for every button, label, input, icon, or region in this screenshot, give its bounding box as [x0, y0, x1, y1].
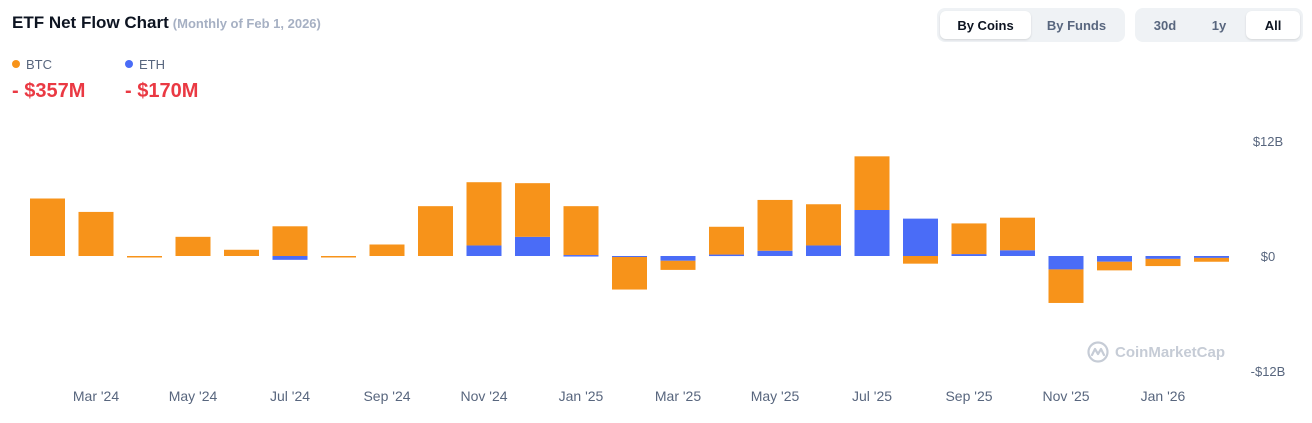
by-funds-button[interactable]: By Funds [1046, 17, 1107, 33]
chart-header: ETF Net Flow Chart (Monthly of Feb 1, 20… [12, 13, 321, 33]
btc-bar-mar25 [660, 260, 696, 270]
btc-bar-dec25 [1097, 261, 1132, 271]
x-tick-label: Mar '25 [655, 388, 701, 404]
legend-item-btc[interactable]: BTC - $357M [12, 56, 125, 103]
btc-bar-feb24 [30, 198, 65, 256]
btc-bar-sep24 [369, 244, 405, 256]
chart-title: ETF Net Flow Chart [12, 13, 169, 32]
eth-bar-may25 [757, 250, 793, 256]
eth-bar-dec24 [515, 236, 550, 256]
x-tick-label: Sep '25 [945, 388, 992, 404]
btc-bar-dec24 [515, 183, 550, 237]
eth-bar-aug25 [903, 218, 938, 256]
x-tick-label: Jul '24 [270, 388, 310, 404]
legend-label-btc: BTC [26, 56, 52, 72]
eth-bar-sep25 [951, 254, 987, 256]
x-tick-label: Mar '24 [73, 388, 119, 404]
btc-bar-may24 [175, 236, 211, 256]
btc-bar-sep25 [951, 223, 987, 255]
btc-bar-oct24 [418, 206, 453, 256]
eth-bar-jul24 [272, 256, 308, 260]
btc-bar-nov25 [1048, 269, 1084, 303]
btc-bar-aug25 [903, 256, 938, 264]
y-tick-label: -$12B [1251, 364, 1286, 379]
chart-subtitle: (Monthly of Feb 1, 2026) [172, 16, 321, 31]
x-tick-label: May '24 [169, 388, 218, 404]
legend-item-eth[interactable]: ETH - $170M [125, 56, 238, 103]
eth-net-flow-value: - $170M [125, 80, 199, 102]
mode-toggle: By Coins By Funds [937, 8, 1125, 42]
eth-bar-dec25 [1097, 256, 1132, 262]
btc-bar-apr24 [127, 256, 162, 258]
btc-bar-oct25 [1000, 217, 1035, 251]
x-tick-label: Nov '24 [460, 388, 507, 404]
btc-net-flow-value: - $357M [12, 80, 86, 102]
y-tick-label: $0 [1261, 249, 1275, 264]
btc-bar-apr25 [709, 226, 744, 255]
x-tick-label: Nov '25 [1042, 388, 1089, 404]
eth-bar-jun25 [806, 245, 841, 256]
btc-bar-jan26 [1145, 258, 1181, 267]
range-all-button[interactable]: All [1246, 11, 1300, 39]
eth-bar-nov24 [466, 245, 502, 256]
btc-bar-feb26 [1194, 257, 1229, 262]
btc-bar-may25 [757, 199, 793, 251]
x-tick-label: Jul '25 [852, 388, 892, 404]
btc-dot-icon [12, 60, 20, 68]
eth-bar-jul25 [854, 210, 890, 256]
eth-bar-feb26 [1194, 256, 1229, 258]
btc-bar-jun24 [224, 249, 259, 256]
btc-bar-nov24 [466, 182, 502, 246]
x-tick-label: Jan '25 [559, 388, 604, 404]
coinmarketcap-logo-icon [1087, 341, 1109, 363]
btc-bar-feb25 [612, 256, 647, 290]
eth-bar-jan25 [563, 255, 599, 257]
btc-bar-jun25 [806, 204, 841, 246]
eth-bar-nov25 [1048, 256, 1084, 270]
btc-bar-jan25 [563, 206, 599, 256]
range-toggle: 30d 1y All [1135, 8, 1303, 42]
range-1y-button[interactable]: 1y [1211, 17, 1227, 33]
eth-bar-apr25 [709, 254, 744, 257]
watermark-text: CoinMarketCap [1115, 343, 1226, 361]
btc-bar-mar24 [78, 211, 114, 256]
range-30d-button[interactable]: 30d [1153, 17, 1177, 33]
eth-bar-jan26 [1145, 256, 1181, 259]
btc-bar-jul25 [854, 156, 890, 210]
eth-bar-oct25 [1000, 250, 1035, 256]
legend-label-eth: ETH [139, 56, 165, 72]
eth-bar-feb25 [612, 256, 647, 258]
btc-bar-aug24 [321, 256, 356, 258]
btc-bar-jul24 [272, 226, 308, 256]
eth-dot-icon [125, 60, 133, 68]
eth-bar-mar25 [660, 256, 696, 261]
y-tick-label: $12B [1253, 134, 1283, 149]
by-coins-button[interactable]: By Coins [940, 11, 1031, 39]
legend: BTC - $357M ETH - $170M [12, 56, 238, 103]
x-tick-label: Sep '24 [363, 388, 410, 404]
x-tick-label: Jan '26 [1141, 388, 1186, 404]
watermark: CoinMarketCap [1087, 341, 1225, 363]
x-tick-label: May '25 [751, 388, 800, 404]
